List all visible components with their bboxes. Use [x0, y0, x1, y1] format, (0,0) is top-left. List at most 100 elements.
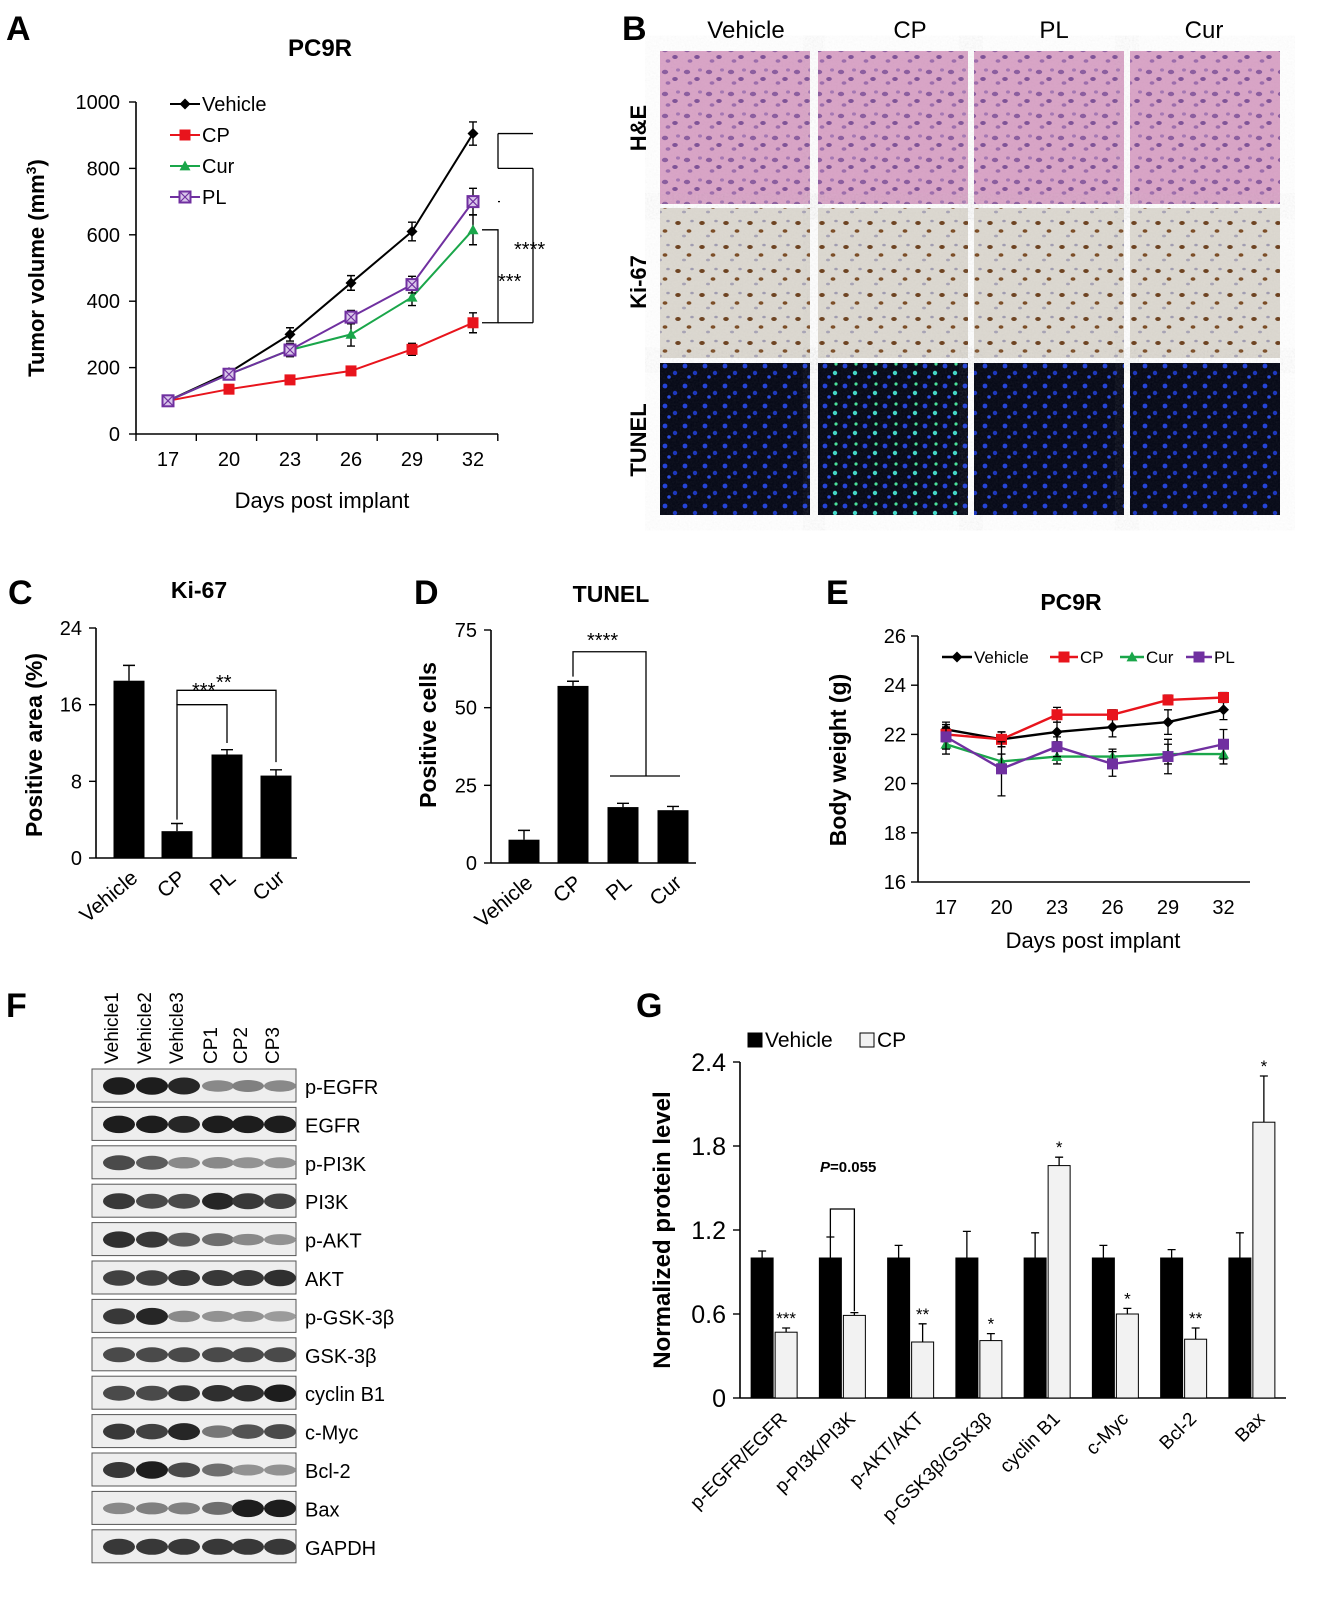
blot-lane-label-vehicle2: Vehicle2 — [135, 992, 156, 1064]
panel-e-y-tick-label: 22 — [884, 724, 906, 746]
panel-a-point-cp — [284, 374, 296, 386]
blot-band — [103, 1462, 135, 1478]
panel-c-bar-cur — [260, 775, 292, 858]
panel-letter-b: B — [622, 10, 647, 48]
blot-band — [264, 1424, 296, 1440]
panel-b-row-he: H&E — [626, 105, 651, 151]
panel-g-error-bar — [826, 1236, 835, 1258]
panel-b-histology-grid: Vehicle CP PL Cur H&E Ki-67 TUNEL — [626, 17, 1280, 515]
panel-a-x-tick-label: 23 — [279, 449, 301, 471]
panel-d-error-bar — [567, 680, 579, 686]
blot-band — [232, 1464, 264, 1476]
panel-g-bar-vehicle — [1023, 1257, 1047, 1399]
panel-g-sig-marker: * — [988, 1315, 995, 1334]
blot-band — [168, 1385, 200, 1402]
panel-a-x-axis-label: Days post implant — [235, 488, 410, 513]
panel-a-series-line-vehicle — [167, 133, 474, 402]
panel-g-error-bar — [758, 1250, 767, 1258]
panel-e-point-cp — [1107, 709, 1118, 721]
panel-c-y-tick-label: 16 — [60, 695, 82, 717]
blot-band — [168, 1462, 200, 1478]
panel-e-legend-marker — [1193, 651, 1205, 663]
panel-g-y-axis-label: Normalized protein level — [649, 1091, 676, 1368]
panel-e-point-pl — [1162, 751, 1174, 763]
histology-texture — [660, 208, 810, 358]
panel-e-y-tick-label: 20 — [884, 774, 906, 796]
blot-band — [202, 1538, 234, 1555]
panel-e-y-tick-label: 16 — [884, 872, 906, 894]
blot-band — [232, 1499, 264, 1518]
panel-letter-d: D — [414, 574, 439, 612]
blot-band — [136, 1347, 168, 1363]
panel-e-x-axis-label: Days post implant — [1006, 928, 1181, 953]
panel-g-sig-marker: *** — [776, 1309, 796, 1328]
panel-e-series-line-cp — [945, 696, 1224, 741]
panel-a-series-line-cp — [167, 321, 474, 402]
panel-c-bar-cp — [161, 831, 193, 858]
panel-d-x-tick-label: Cur — [646, 871, 687, 910]
panel-a-sig-four-star: **** — [514, 239, 545, 261]
blot-band — [264, 1234, 296, 1246]
panel-c-error-bar — [270, 769, 282, 776]
panel-a-y-axis-label: Tumor volume (mm3) — [23, 159, 49, 377]
blot-band — [136, 1115, 168, 1134]
blot-band — [264, 1464, 296, 1476]
histology-texture — [974, 51, 1124, 204]
panel-d-y-tick-label: 0 — [466, 853, 477, 875]
panel-a-point-cur — [345, 328, 357, 339]
panel-e-legend-pl: PL — [1214, 648, 1235, 667]
panel-d-y-tick-label: 75 — [455, 620, 477, 642]
panel-g-error-bar — [1259, 1075, 1268, 1123]
panel-g-error-bar — [1167, 1248, 1176, 1258]
blot-label-2: p-PI3K — [305, 1154, 367, 1176]
blot-label-12: GAPDH — [305, 1538, 376, 1560]
panel-a-point-pl — [405, 278, 419, 292]
panel-c-sig-two-star: ** — [216, 672, 232, 694]
panel-a-point-cp — [345, 365, 357, 377]
panel-c-bar-pl — [211, 754, 243, 858]
panel-b-row-tunel: TUNEL — [626, 403, 651, 476]
blot-lane-label-vehicle3: Vehicle3 — [167, 992, 188, 1064]
blot-band — [136, 1270, 168, 1286]
panel-e-x-tick-label: 20 — [990, 897, 1012, 919]
blot-label-10: Bcl-2 — [305, 1461, 351, 1483]
panel-e-y-tick-label: 18 — [884, 823, 906, 845]
blot-band — [264, 1311, 296, 1322]
blot-band — [202, 1347, 234, 1363]
panel-e-legend-cur: Cur — [1146, 648, 1174, 667]
panel-a-point-pl — [283, 343, 297, 357]
blot-band — [232, 1347, 264, 1363]
panel-letter-f: F — [6, 987, 27, 1025]
blot-lane-label-cp2: CP2 — [231, 1027, 252, 1064]
blot-band — [103, 1502, 135, 1515]
panel-g-bar-cp — [911, 1341, 935, 1399]
panel-g-bar-cp — [1252, 1121, 1276, 1399]
panel-g-x-tick-label: cyclin B1 — [996, 1409, 1065, 1478]
panel-c-x-tick-label: Cur — [249, 866, 290, 905]
panel-b-row-ki67: Ki-67 — [626, 255, 651, 309]
blot-label-3: PI3K — [305, 1192, 349, 1214]
blot-band — [103, 1115, 135, 1134]
panel-d-tunel-bar-chart: TUNEL Positive cells **** 0 25 50 75 Vehicle… — [415, 581, 696, 932]
panel-g-error-bar — [918, 1323, 927, 1342]
blot-band — [136, 1385, 168, 1401]
panel-c-x-tick-label: Vehicle — [76, 866, 143, 927]
histology-texture — [818, 363, 968, 515]
panel-e-point-cp — [996, 733, 1007, 745]
blot-band — [103, 1423, 135, 1440]
panel-a-y-tick-label: 200 — [87, 358, 120, 380]
blot-band — [264, 1269, 296, 1287]
panel-g-legend-swatch-vehicle — [747, 1032, 763, 1048]
blot-band — [103, 1231, 135, 1248]
blot-lane-label-vehicle1: Vehicle1 — [102, 992, 123, 1064]
panel-g-error-bar — [1099, 1244, 1108, 1258]
panel-a-point-cp — [467, 317, 479, 329]
panel-a-x-tick-label: 26 — [340, 449, 362, 471]
panel-d-bar-pl — [607, 807, 639, 863]
blot-band — [136, 1461, 168, 1479]
panel-f-western-blot: Vehicle1 Vehicle2 Vehicle3 CP1 CP2 CP3 p-EGFR E… — [91, 992, 394, 1564]
blot-band — [168, 1310, 200, 1323]
blot-band — [103, 1538, 135, 1555]
panel-g-sig-marker: * — [1261, 1057, 1268, 1076]
